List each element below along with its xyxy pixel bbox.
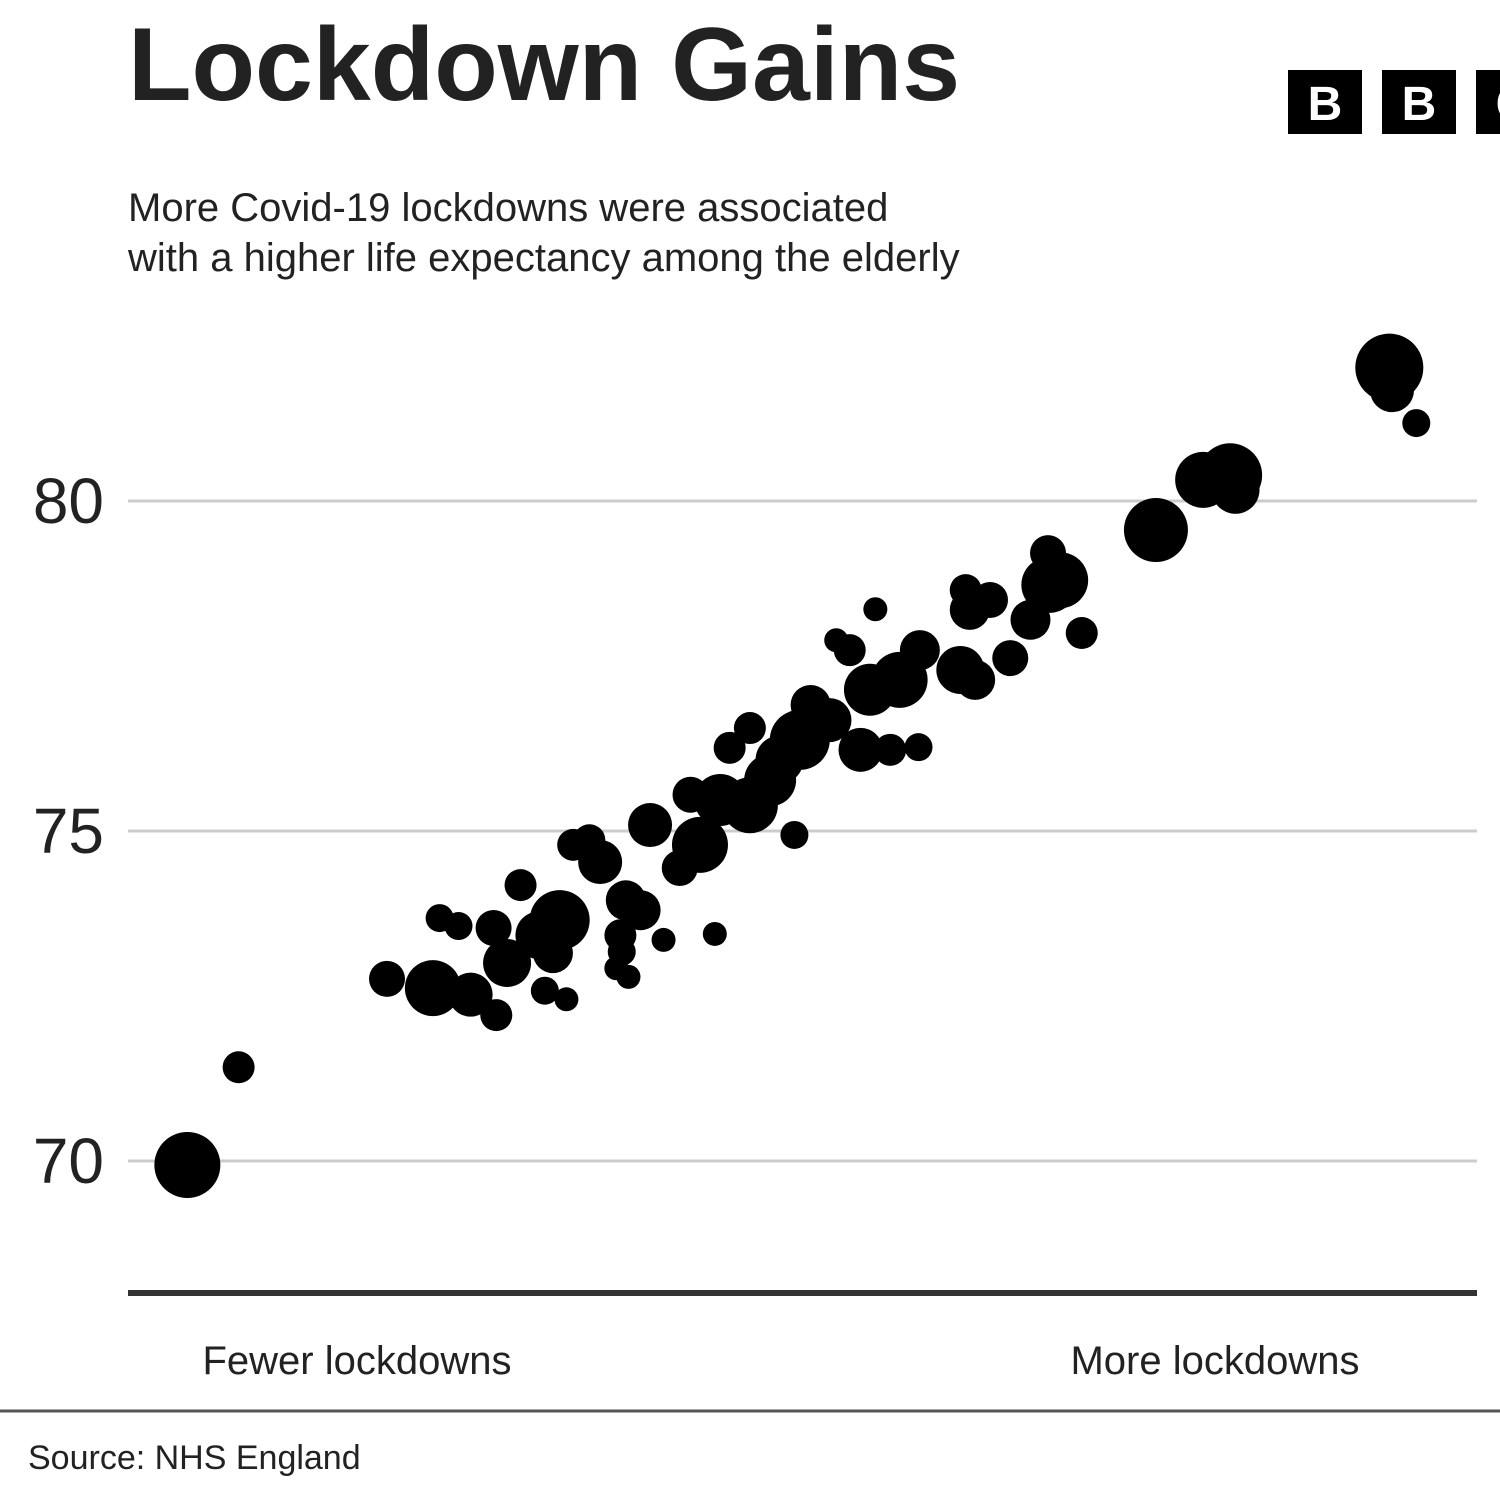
bubble xyxy=(154,1131,221,1198)
bubble xyxy=(713,731,746,764)
bubble xyxy=(448,972,493,1017)
bubble xyxy=(833,634,866,667)
bubble xyxy=(780,820,809,849)
bubble xyxy=(628,803,673,848)
logo-box xyxy=(1288,70,1362,134)
bubble xyxy=(554,987,579,1012)
bubble xyxy=(369,960,406,997)
bubble xyxy=(904,733,933,762)
x-annotation: Fewer lockdowns xyxy=(202,1339,511,1383)
bubble xyxy=(475,910,512,947)
logo-box xyxy=(1382,70,1456,134)
bubble xyxy=(899,630,940,671)
bubble xyxy=(578,840,623,885)
bubble xyxy=(863,597,888,622)
bubble xyxy=(651,927,676,952)
logo-box xyxy=(1476,70,1500,134)
bubble xyxy=(807,698,852,743)
bubble xyxy=(404,960,461,1017)
bubble xyxy=(483,939,532,987)
bubble xyxy=(1402,409,1431,438)
bubble xyxy=(838,727,883,772)
logo-letter: B xyxy=(1402,78,1437,131)
bubble xyxy=(480,999,513,1032)
bubble xyxy=(955,659,996,700)
bubble xyxy=(222,1051,255,1084)
bubble xyxy=(1065,617,1098,649)
plot-area xyxy=(154,333,1431,1198)
bubble xyxy=(444,912,473,941)
source: Source: NHS England xyxy=(28,1439,361,1477)
y-tick-label: 75 xyxy=(33,795,104,867)
logo-letter: C xyxy=(1496,78,1500,131)
chart-title: Lockdown Gains xyxy=(128,7,960,123)
y-tick-label: 80 xyxy=(33,465,104,537)
bubble xyxy=(702,921,727,946)
x-annotation: More lockdowns xyxy=(1070,1339,1359,1383)
bubble xyxy=(874,733,907,766)
bubble xyxy=(1370,368,1415,413)
bubble xyxy=(949,589,990,630)
subtitle: with a higher life expectancy among the … xyxy=(127,236,960,280)
logo-letter: B xyxy=(1308,78,1343,131)
bubble xyxy=(620,890,661,931)
bubble xyxy=(1032,552,1089,609)
bubble xyxy=(671,816,728,873)
bubble xyxy=(515,911,564,960)
subtitle: More Covid-19 lockdowns were associated xyxy=(128,186,888,230)
bubble xyxy=(504,869,537,902)
logo: B B C xyxy=(1288,70,1500,134)
y-tick-label: 70 xyxy=(33,1125,104,1197)
bubble xyxy=(733,712,766,745)
bubble xyxy=(616,964,641,989)
bubble xyxy=(1211,465,1260,514)
bubble xyxy=(992,640,1029,677)
bubble xyxy=(530,976,559,1005)
bubble xyxy=(1123,498,1188,563)
